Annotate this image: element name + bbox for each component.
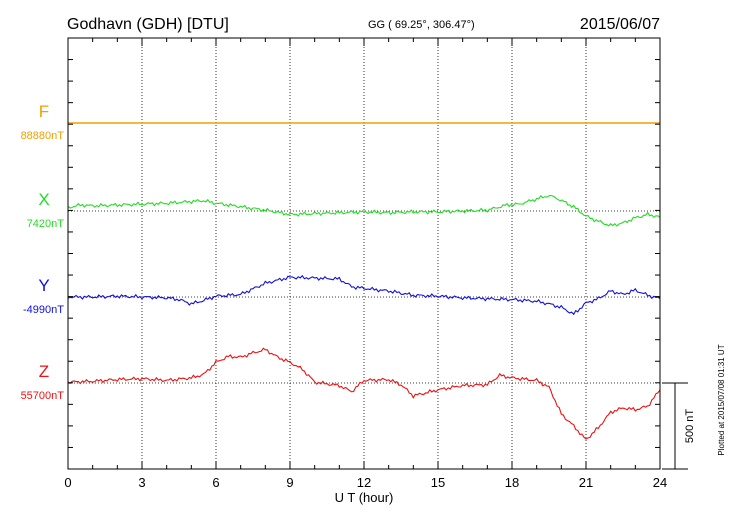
plotted-timestamp: Plotted at 2015/07/08 01:31 UT	[717, 344, 726, 455]
x-tick-label-21: 21	[579, 475, 593, 490]
x-tick-label-15: 15	[431, 475, 445, 490]
series-baseline-label-x: 7420nT	[27, 218, 65, 230]
series-name-x: X	[38, 190, 49, 209]
x-axis-title: U T (hour)	[335, 490, 394, 505]
series-baseline-label-f: 88880nT	[21, 130, 65, 142]
series-name-f: F	[39, 102, 49, 121]
series-lines	[67, 122, 661, 440]
station-coords: GG ( 69.25°, 306.47°)	[368, 19, 475, 31]
series-name-z: Z	[39, 362, 49, 381]
x-tick-label-9: 9	[286, 475, 293, 490]
x-tick-label-18: 18	[505, 475, 519, 490]
scale-bar: 500 nT	[662, 382, 696, 470]
series-line-z	[67, 347, 661, 440]
x-tick-label-24: 24	[653, 475, 667, 490]
plot-date: 2015/06/07	[580, 16, 660, 33]
x-tick-labels: 0 3 6 9 12 15 18 21 24	[64, 475, 667, 490]
series-line-x	[67, 194, 661, 227]
series-baseline-label-y: -4990nT	[23, 304, 64, 316]
series-labels: F 88880nT X 7420nT Y -4990nT Z 55700nT	[21, 102, 65, 402]
series-line-y	[67, 274, 661, 316]
x-tick-label-6: 6	[212, 475, 219, 490]
x-tick-label-12: 12	[357, 475, 371, 490]
x-tick-label-3: 3	[138, 475, 145, 490]
series-baseline-label-z: 55700nT	[21, 390, 65, 402]
series-name-y: Y	[38, 276, 49, 295]
station-title: Godhavn (GDH) [DTU]	[67, 16, 229, 33]
scale-bar-label: 500 nT	[684, 409, 696, 444]
x-tick-label-0: 0	[64, 475, 71, 490]
axis-ticks	[67, 37, 661, 470]
